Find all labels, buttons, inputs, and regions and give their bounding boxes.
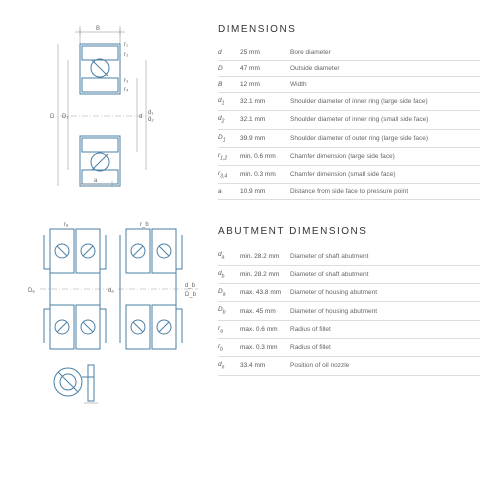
symbol-cell: da [218, 247, 240, 265]
symbol-cell: D1 [218, 129, 240, 147]
value-cell: min. 28.2 mm [240, 247, 290, 265]
svg-text:D_b: D_b [185, 292, 197, 298]
dimensions-table: d25 mmBore diameterD47 mmOutside diamete… [218, 45, 480, 200]
symbol-cell: ra [218, 320, 240, 338]
svg-text:r_b: r_b [140, 222, 149, 228]
value-cell: min. 0.3 mm [240, 166, 290, 184]
svg-text:D₁: D₁ [62, 114, 68, 120]
desc-cell: Shoulder diameter of inner ring (large s… [290, 93, 480, 111]
diagram-abutment: Dₐ dₐ rₐ r_b d_b [20, 217, 200, 407]
svg-text:Dₐ: Dₐ [28, 288, 35, 294]
desc-cell: Radius of fillet [290, 338, 480, 356]
diagram-column: B r₁ [20, 24, 200, 435]
symbol-cell: Da [218, 284, 240, 302]
value-cell: min. 28.2 mm [240, 265, 290, 283]
value-cell: max. 0.6 mm [240, 320, 290, 338]
symbol-cell: r3,4 [218, 166, 240, 184]
value-cell: 32.1 mm [240, 111, 290, 129]
svg-text:B: B [96, 26, 100, 32]
value-cell: min. 0.6 mm [240, 147, 290, 165]
value-cell: 10.9 mm [240, 184, 290, 200]
value-cell: max. 45 mm [240, 302, 290, 320]
svg-text:d₂: d₂ [148, 117, 154, 123]
desc-cell: Diameter of housing abutment [290, 284, 480, 302]
desc-cell: Shoulder diameter of outer ring (large s… [290, 129, 480, 147]
spec-column: DIMENSIONS d25 mmBore diameterD47 mmOuts… [218, 24, 480, 435]
value-cell: 12 mm [240, 77, 290, 93]
svg-text:rₐ: rₐ [64, 222, 69, 228]
symbol-cell: D [218, 61, 240, 77]
desc-cell: Diameter of housing abutment [290, 302, 480, 320]
table-row: D47 mmOutside diameter [218, 61, 480, 77]
svg-text:a: a [94, 178, 98, 184]
table-row: damin. 28.2 mmDiameter of shaft abutment [218, 247, 480, 265]
desc-cell: Width [290, 77, 480, 93]
svg-text:d₁: d₁ [148, 110, 153, 116]
value-cell: 25 mm [240, 45, 290, 61]
diagram-cross-section: B r₁ [20, 24, 200, 189]
value-cell: 33.4 mm [240, 357, 290, 375]
symbol-cell: rb [218, 338, 240, 356]
svg-text:r₁: r₁ [124, 42, 128, 48]
symbol-cell: db [218, 265, 240, 283]
table-row: a10.9 mmDistance from side face to press… [218, 184, 480, 200]
desc-cell: Radius of fillet [290, 320, 480, 338]
svg-text:r₄: r₄ [124, 87, 129, 93]
symbol-cell: dn [218, 357, 240, 375]
desc-cell: Distance from side face to pressure poin… [290, 184, 480, 200]
table-row: d25 mmBore diameter [218, 45, 480, 61]
svg-text:d_b: d_b [185, 283, 196, 289]
table-row: ramax. 0.6 mmRadius of fillet [218, 320, 480, 338]
svg-text:r₃: r₃ [124, 78, 129, 84]
table-row: dbmin. 28.2 mmDiameter of shaft abutment [218, 265, 480, 283]
symbol-cell: r1,2 [218, 147, 240, 165]
dimensions-heading: DIMENSIONS [218, 24, 480, 35]
symbol-cell: d [218, 45, 240, 61]
desc-cell: Diameter of shaft abutment [290, 247, 480, 265]
symbol-cell: a [218, 184, 240, 200]
table-row: d132.1 mmShoulder diameter of inner ring… [218, 93, 480, 111]
svg-text:d: d [139, 114, 142, 120]
table-row: r3,4min. 0.3 mmChamfer dimension (small … [218, 166, 480, 184]
svg-text:r₂: r₂ [124, 52, 129, 58]
value-cell: max. 0.3 mm [240, 338, 290, 356]
symbol-cell: B [218, 77, 240, 93]
value-cell: max. 43.8 mm [240, 284, 290, 302]
abutment-table: damin. 28.2 mmDiameter of shaft abutment… [218, 247, 480, 375]
symbol-cell: d1 [218, 93, 240, 111]
table-row: Damax. 43.8 mmDiameter of housing abutme… [218, 284, 480, 302]
svg-text:dₐ: dₐ [108, 288, 114, 294]
desc-cell: Position of oil nozzle [290, 357, 480, 375]
desc-cell: Chamfer dimension (small side face) [290, 166, 480, 184]
svg-text:D: D [50, 114, 55, 120]
table-row: rbmax. 0.3 mmRadius of fillet [218, 338, 480, 356]
desc-cell: Outside diameter [290, 61, 480, 77]
symbol-cell: Db [218, 302, 240, 320]
table-row: Dbmax. 45 mmDiameter of housing abutment [218, 302, 480, 320]
desc-cell: Diameter of shaft abutment [290, 265, 480, 283]
value-cell: 47 mm [240, 61, 290, 77]
table-row: B12 mmWidth [218, 77, 480, 93]
table-row: dn33.4 mmPosition of oil nozzle [218, 357, 480, 375]
abutment-heading: ABUTMENT DIMENSIONS [218, 226, 480, 237]
desc-cell: Shoulder diameter of inner ring (small s… [290, 111, 480, 129]
desc-cell: Bore diameter [290, 45, 480, 61]
symbol-cell: d2 [218, 111, 240, 129]
desc-cell: Chamfer dimension (large side face) [290, 147, 480, 165]
table-row: D139.9 mmShoulder diameter of outer ring… [218, 129, 480, 147]
table-row: r1,2min. 0.6 mmChamfer dimension (large … [218, 147, 480, 165]
value-cell: 32.1 mm [240, 93, 290, 111]
value-cell: 39.9 mm [240, 129, 290, 147]
table-row: d232.1 mmShoulder diameter of inner ring… [218, 111, 480, 129]
